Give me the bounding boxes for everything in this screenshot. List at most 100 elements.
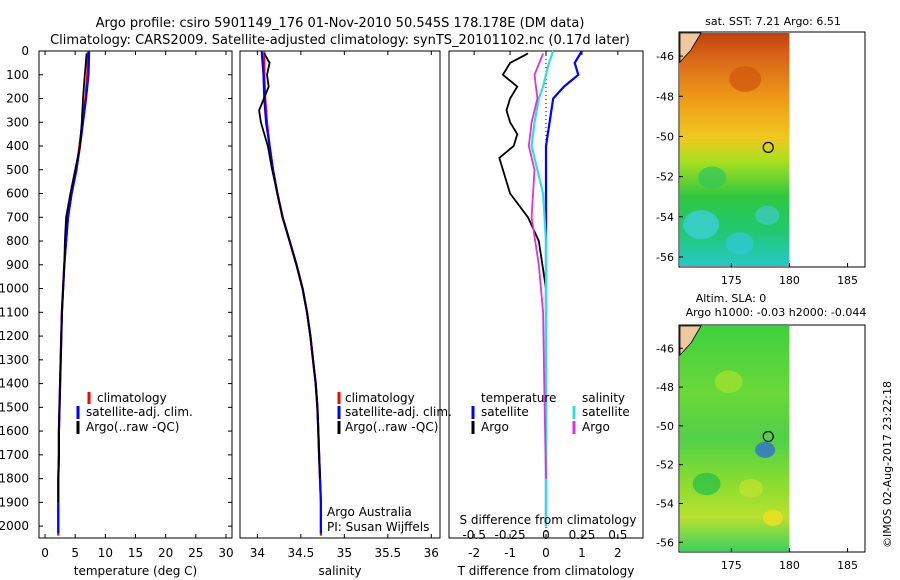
y-tick-label: 1800 (0, 472, 29, 486)
x-tick-label: 36 (424, 546, 439, 560)
plot-frame (239, 50, 441, 539)
legend-t-argo-label: Argo (481, 420, 509, 434)
y-tick-label: 600 (6, 187, 29, 201)
map-y-tick-label: -48 (656, 90, 674, 103)
series-line (258, 52, 321, 479)
map-y-tick-label: -46 (656, 50, 674, 63)
sla-map-title-line2: Argo h1000: -0.03 h2000: -0.044 (686, 306, 867, 319)
annotation-argo-australia: Argo Australia (327, 505, 412, 519)
sla-map-panel: 175 180 185 -46 -48 -50 -52 -54 -56 (656, 324, 866, 572)
x-tick-label: 34 (250, 546, 265, 560)
s-tick-label: -0.5 (462, 528, 485, 542)
map-y-tick-label: -52 (656, 459, 674, 472)
land-outline (679, 32, 702, 64)
map-y-tick-label: -50 (656, 420, 674, 433)
x-tick-label: 35 (337, 546, 352, 560)
x-tick-label: -1 (504, 546, 516, 560)
map-x-tick-label: 175 (721, 559, 742, 572)
y-tick-label: 1100 (0, 305, 29, 319)
map-y-tick-label: -50 (656, 130, 674, 143)
x-tick-label: 0 (542, 546, 550, 560)
y-tick-label: 800 (6, 234, 29, 248)
y-tick-label: 1400 (0, 377, 29, 391)
map-texture (762, 509, 783, 526)
x-tick-label: 20 (158, 546, 173, 560)
map-texture (755, 441, 776, 458)
y-tick-label: 1900 (0, 495, 29, 509)
y-tick-label: 700 (6, 210, 29, 224)
y-tick-label: 1500 (0, 400, 29, 414)
y-tick-label: 1200 (0, 329, 29, 343)
salinity-legend: climatology satellite-adj. clim. Argo(..… (327, 391, 452, 534)
y-tick-label: 900 (6, 258, 29, 272)
series-line (57, 53, 88, 503)
x-tick-label: -2 (468, 546, 480, 560)
map-y-tick-label: -54 (656, 497, 674, 510)
s-tick-label: 0.25 (569, 528, 596, 542)
x-tick-label: 10 (98, 546, 113, 560)
sla-map-title-line1: Altim. SLA: 0 (696, 292, 767, 305)
s-difference-axis-label: S difference from climatology (460, 513, 637, 527)
y-tick-label: 300 (6, 115, 29, 129)
map-y-tick-label: -56 (656, 251, 674, 264)
x-tick-label: 25 (188, 546, 203, 560)
map-texture (725, 232, 754, 255)
legend-satellite-label: satellite-adj. clim. (86, 405, 193, 419)
imos-credit: ©IMOS 02-Aug-2017 23:22:18 (881, 381, 894, 548)
map-y-tick-label: -56 (656, 536, 674, 549)
x-tick-label: 35.5 (374, 546, 401, 560)
x-axis-label: salinity (318, 564, 361, 578)
series-line (498, 52, 547, 527)
x-tick-label: 1 (578, 546, 586, 560)
map-texture (692, 472, 721, 496)
y-tick-label: 1700 (0, 448, 29, 462)
argo-float-marker (762, 430, 774, 443)
sst-map-title: sat. SST: 7.21 Argo: 6.51 (705, 15, 841, 28)
map-x-tick-label: 180 (779, 559, 800, 572)
map-texture (714, 370, 743, 393)
annotation-pi: PI: Susan Wijffels (327, 520, 429, 534)
legend-argo-label: Argo(..raw -QC) (86, 420, 179, 434)
map-y-tick-label: -46 (656, 342, 674, 355)
map-y-tick-label: -48 (656, 381, 674, 394)
map-texture (683, 210, 720, 240)
difference-panel: -2 -1 0 1 2 T difference from climatology -0.5… (448, 50, 644, 578)
x-axis-label: T difference from climatology (457, 564, 635, 578)
x-axis-label: temperature (deg C) (74, 564, 197, 578)
map-x-tick-label: 185 (837, 559, 858, 572)
difference-legend: temperature salinity satellite Argo sate… (460, 391, 637, 527)
map-texture (729, 66, 762, 92)
depth-axis: 0 100 200 300 400 500 600 700 800 900 1000 1100 1200… (0, 44, 29, 533)
map-x-tick-label: 175 (721, 274, 742, 287)
map-texture (738, 478, 763, 499)
y-tick-label: 200 (6, 92, 29, 106)
legend-salinity-title: salinity (582, 391, 625, 405)
legend-argo-label: Argo(..raw -QC) (345, 420, 438, 434)
y-tick-label: 1000 (0, 282, 29, 296)
legend-climatology-label: climatology (345, 391, 415, 405)
y-tick-label: 500 (6, 163, 29, 177)
x-tick-label: 15 (128, 546, 143, 560)
argo-float-marker (762, 141, 774, 153)
s-tick-label: -0.25 (495, 528, 526, 542)
temperature-panel: 0 5 10 15 20 25 30 temperature (deg C) (38, 50, 234, 578)
figure-title-line1: Argo profile: csiro 5901149_176 01-Nov-2… (96, 16, 585, 31)
land-outline (679, 325, 702, 357)
legend-s-satellite-label: satellite (582, 405, 630, 419)
figure-title-line2: Climatology: CARS2009. Satellite-adjuste… (50, 33, 630, 48)
y-tick-label: 1600 (0, 424, 29, 438)
map-y-tick-label: -52 (656, 171, 674, 184)
map-x-tick-label: 180 (779, 274, 800, 287)
map-y-tick-label: -54 (656, 211, 674, 224)
legend-temperature-title: temperature (481, 391, 556, 405)
legend-satellite-label: satellite-adj. clim. (345, 405, 452, 419)
legend-s-argo-label: Argo (582, 420, 610, 434)
salinity-panel: 34 34.5 35 35.5 36 salinity (239, 50, 441, 578)
series-line (527, 53, 547, 479)
y-tick-label: 0 (21, 44, 29, 58)
legend-climatology-label: climatology (97, 391, 167, 405)
x-tick-label: 5 (71, 546, 79, 560)
plot-frame (38, 50, 233, 539)
y-tick-label: 1300 (0, 353, 29, 367)
